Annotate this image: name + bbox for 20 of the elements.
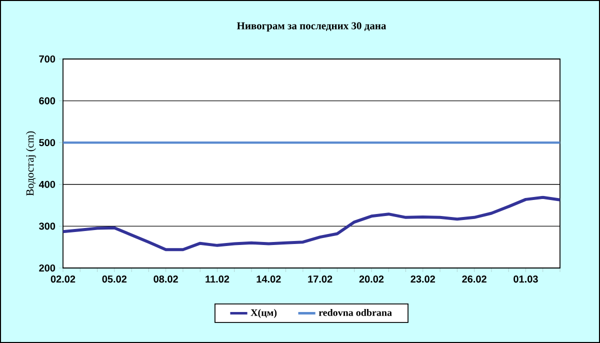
x-tick-label: 26.02 xyxy=(462,276,486,283)
y-tick-label: 500 xyxy=(39,139,56,146)
chart-title: Нивограм за последних 30 дана xyxy=(236,22,386,32)
legend-label: X(цм) xyxy=(250,308,277,318)
x-tick-label: 11.02 xyxy=(206,276,230,283)
x-tick-label: 01.03 xyxy=(514,276,538,283)
x-tick-label: 05.02 xyxy=(102,276,127,283)
x-tick-label: 14.02 xyxy=(256,276,281,283)
x-tick-label: 17.02 xyxy=(308,276,332,283)
y-tick-label: 200 xyxy=(39,264,56,272)
y-tick-label: 600 xyxy=(39,97,56,104)
y-tick-label: 300 xyxy=(39,222,56,230)
x-tick-label: 08.02 xyxy=(154,276,178,283)
y-axis-title: Водостај (cm) xyxy=(26,131,36,196)
y-tick-label: 400 xyxy=(38,180,56,188)
x-tick-label: 02.02 xyxy=(50,276,76,283)
x-tick-label: 20.02 xyxy=(359,276,384,283)
legend-label: redovna odbrana xyxy=(318,308,392,316)
x-tick-label: 23.02 xyxy=(410,276,436,283)
y-tick-label: 700 xyxy=(39,55,56,63)
